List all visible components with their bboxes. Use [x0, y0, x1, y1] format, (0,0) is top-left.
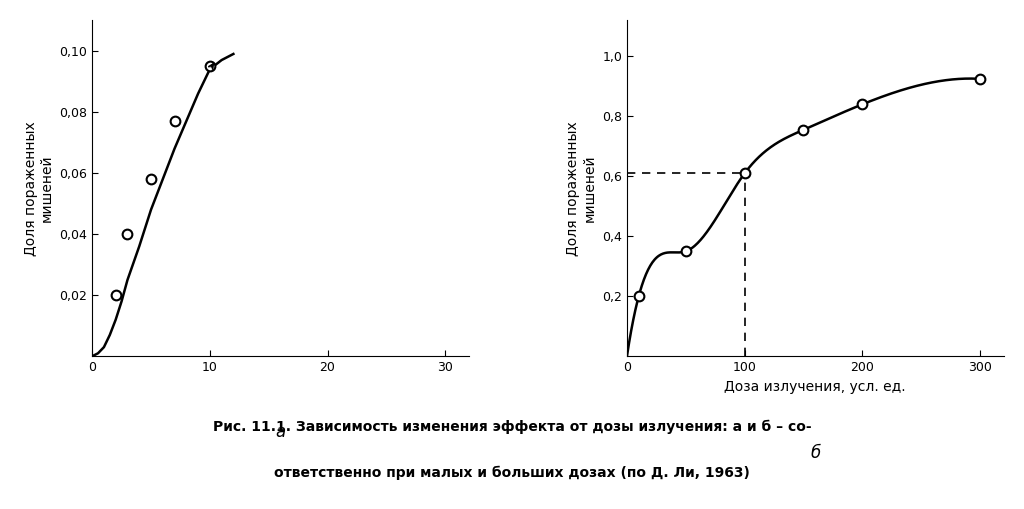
Text: Рис. 11.1. Зависимость изменения эффекта от дозы излучения: а и б – со-: Рис. 11.1. Зависимость изменения эффекта… [213, 420, 811, 434]
Text: а: а [275, 423, 286, 441]
Y-axis label: Доля пораженных
мишеней: Доля пораженных мишеней [24, 121, 53, 256]
Y-axis label: Доля пораженных
мишеней: Доля пораженных мишеней [566, 121, 597, 256]
Text: б: б [810, 444, 820, 462]
X-axis label: Доза излучения, усл. ед.: Доза излучения, усл. ед. [724, 380, 906, 394]
Text: ответственно при малых и больших дозах (по Д. Ли, 1963): ответственно при малых и больших дозах (… [274, 466, 750, 480]
